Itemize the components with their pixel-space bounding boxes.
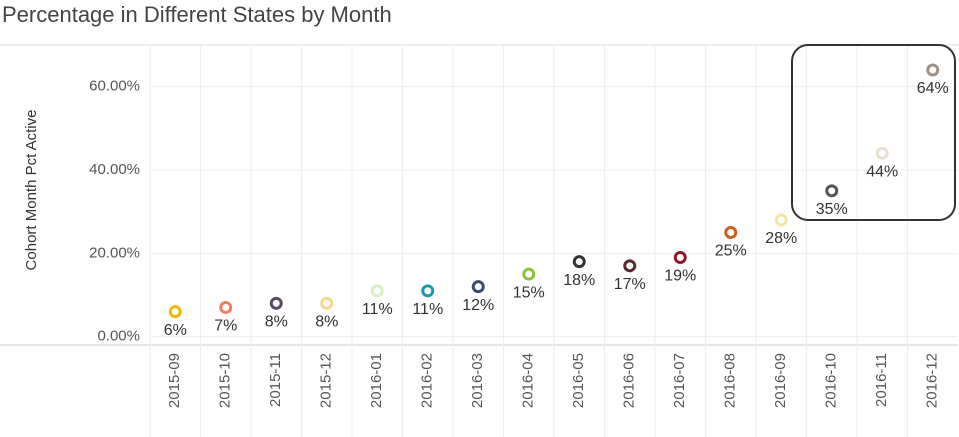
x-tick-label: 2016-07	[671, 353, 688, 408]
data-label: 19%	[664, 268, 696, 285]
data-label: 11%	[362, 301, 393, 318]
chart-title: Percentage in Different States by Month	[2, 2, 392, 27]
data-label: 18%	[563, 272, 595, 289]
point	[875, 146, 889, 160]
point	[320, 296, 334, 310]
x-tick-label: 2016-09	[772, 353, 789, 408]
point	[370, 284, 384, 298]
data-label: 11%	[412, 301, 443, 318]
x-tick-label: 2016-06	[621, 353, 638, 408]
data-label: 15%	[513, 284, 545, 301]
data-label: 8%	[315, 314, 338, 331]
x-tick-label: 2016-04	[520, 353, 537, 408]
point	[269, 296, 283, 310]
x-tick-label: 2016-03	[469, 353, 486, 408]
point	[421, 284, 435, 298]
point	[522, 267, 536, 281]
data-label: 17%	[614, 276, 646, 293]
point	[572, 255, 586, 269]
data-label: 8%	[265, 314, 288, 331]
data-label: 25%	[715, 243, 747, 260]
point	[219, 301, 233, 314]
x-tick-label: 2016-02	[419, 353, 436, 408]
x-tick-label: 2016-10	[823, 353, 840, 408]
data-label: 7%	[214, 318, 237, 335]
annotation-box	[791, 44, 956, 221]
x-tick-label: 2016-05	[570, 353, 587, 408]
y-tick-label: 40.00%	[89, 161, 140, 178]
x-tick-label: 2016-12	[924, 353, 941, 408]
x-tick-label: 2016-11	[873, 353, 890, 407]
y-tick-label: 20.00%	[89, 244, 140, 261]
point	[825, 184, 839, 198]
data-label: 6%	[164, 322, 187, 339]
x-tick-label: 2015-12	[318, 353, 335, 408]
data-label: 44%	[866, 164, 898, 181]
point	[724, 226, 738, 239]
data-label: 35%	[816, 201, 848, 218]
x-tick-label: 2016-08	[722, 353, 739, 408]
y-tick-label: 60.00%	[89, 78, 140, 95]
point	[774, 213, 788, 227]
y-axis-label: Cohort Month Pct Active	[23, 110, 40, 271]
point	[673, 251, 687, 264]
y-tick-label: 0.00%	[97, 328, 140, 345]
x-tick-label: 2015-09	[166, 353, 183, 408]
point	[623, 259, 637, 273]
point	[168, 305, 182, 319]
data-label: 12%	[462, 297, 494, 314]
point	[926, 63, 940, 77]
x-tick-label: 2015-11	[267, 353, 284, 407]
x-tick-label: 2015-10	[217, 353, 234, 408]
data-label: 28%	[765, 230, 797, 247]
data-label: 64%	[917, 80, 949, 97]
x-tick-label: 2016-01	[368, 353, 385, 408]
point	[471, 280, 485, 294]
